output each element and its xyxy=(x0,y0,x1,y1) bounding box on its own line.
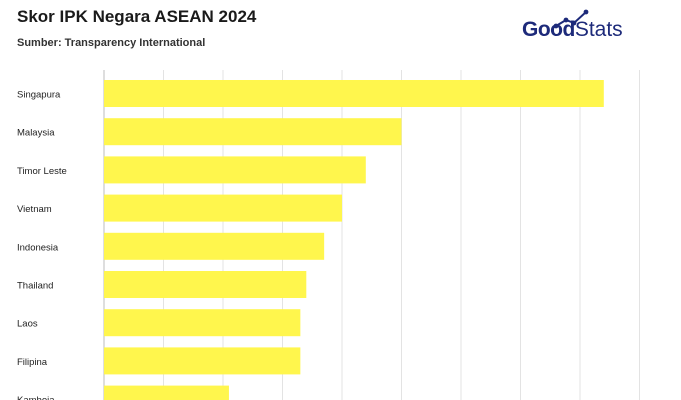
trend-spark-icon xyxy=(553,9,589,29)
category-label: Thailand xyxy=(17,281,53,292)
category-label: Filipina xyxy=(17,357,48,368)
goodstats-logo: GoodStats xyxy=(522,8,642,48)
chart-title: Skor IPK Negara ASEAN 2024 xyxy=(17,7,257,26)
bar-thailand xyxy=(104,271,307,298)
category-label: Indonesia xyxy=(17,242,59,253)
brand-good: Good xyxy=(522,18,575,41)
brand-wordmark: GoodStats xyxy=(522,18,623,42)
category-label: Singapura xyxy=(17,90,61,101)
bar-vietnam xyxy=(104,194,342,222)
category-label: Vietnam xyxy=(17,204,52,215)
category-label: Timor Leste xyxy=(17,166,67,177)
bar-laos xyxy=(104,309,301,337)
bar-filipina xyxy=(104,347,301,375)
bar-timor-leste xyxy=(104,156,366,184)
bar-malaysia xyxy=(104,118,402,146)
category-label: Malaysia xyxy=(17,128,55,139)
chart-source: Sumber: Transparency International xyxy=(17,37,206,49)
category-label: Laos xyxy=(17,319,38,330)
brand-stats: Stats xyxy=(574,18,623,41)
bar-singapura xyxy=(104,80,604,107)
category-label: Kamboja xyxy=(17,395,55,400)
bar-indonesia xyxy=(104,232,325,260)
bar-kamboja xyxy=(104,385,229,400)
